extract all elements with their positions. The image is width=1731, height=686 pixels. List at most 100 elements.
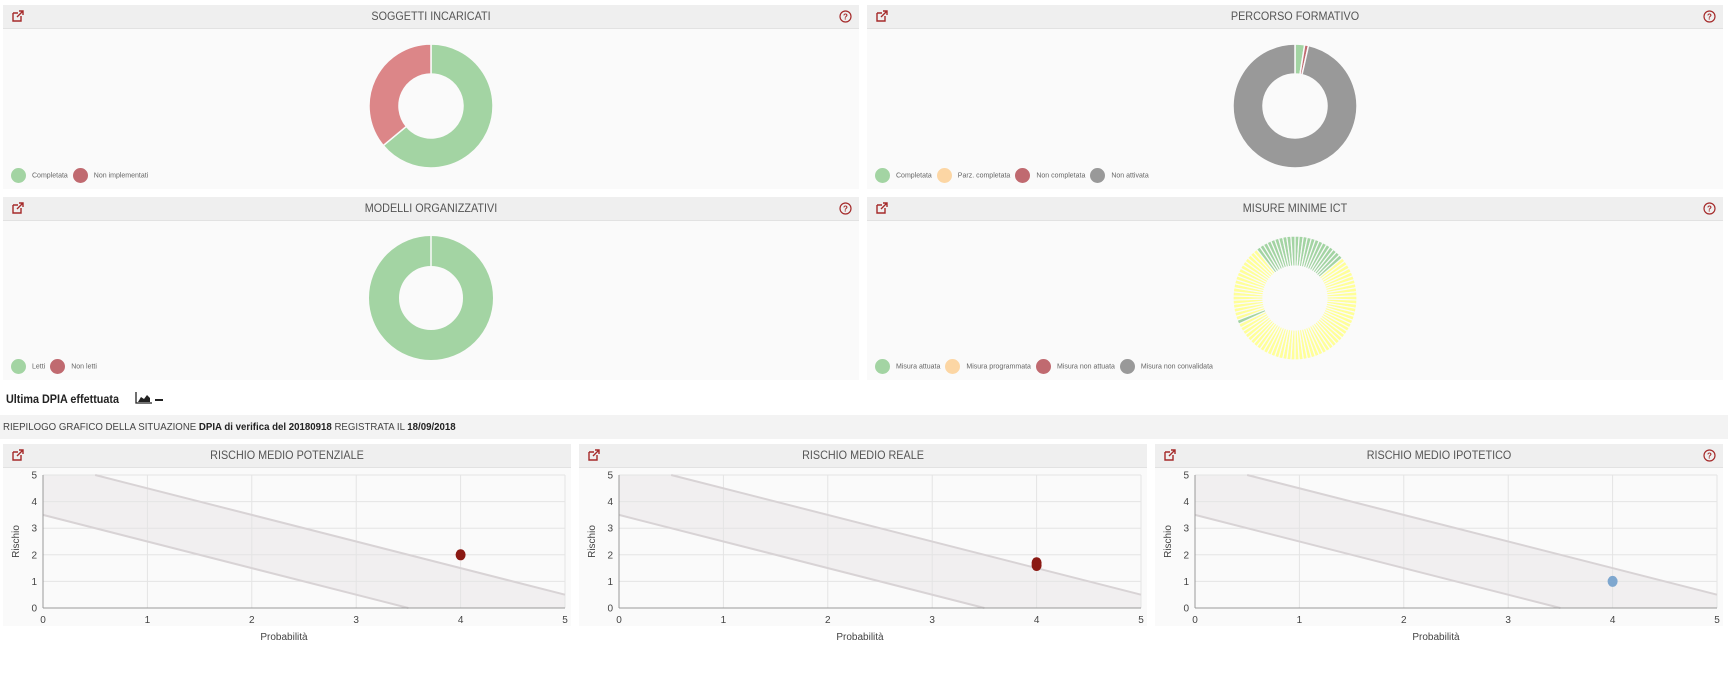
x-tick-label: 1 — [1297, 615, 1303, 626]
x-tick-label: 2 — [249, 615, 255, 626]
legend-swatch — [1090, 168, 1106, 183]
threshold-line-high — [94, 474, 566, 596]
external-link-icon[interactable] — [11, 448, 25, 462]
x-tick-label: 5 — [1714, 615, 1720, 626]
summary-mid: REGISTRATA IL — [334, 421, 405, 433]
legend-label: Non attivata — [1111, 172, 1149, 180]
donut-chart-misure — [1232, 235, 1358, 361]
panel-title: RISCHIO MEDIO IPOTETICO — [1366, 448, 1512, 462]
legend-item[interactable]: Letti — [11, 359, 45, 374]
legend-swatch — [50, 359, 66, 374]
y-tick-label: 2 — [607, 550, 613, 561]
legend-item[interactable]: Completata — [11, 168, 68, 183]
risk-band — [619, 475, 1141, 608]
x-tick-label: 4 — [1034, 615, 1040, 626]
panel-header: RISCHIO MEDIO IPOTETICO ? — [1155, 444, 1723, 468]
donut-slice — [1232, 43, 1358, 169]
legend-item[interactable]: Misura non attuata — [1035, 359, 1115, 374]
x-tick-label: 0 — [616, 615, 622, 626]
threshold-line-high — [670, 474, 1142, 596]
donut-slice — [368, 43, 432, 147]
legend-label: Non letti — [71, 363, 97, 371]
area-chart-icon[interactable] — [135, 392, 165, 404]
y-tick-label: 0 — [607, 604, 613, 615]
dpia-heading: Ultima DPIA effettuata — [6, 392, 165, 406]
scatter-chart-reale: 0 1 2 3 4 5 0 1 2 3 4 5 Probabilità Rischio — [587, 471, 1144, 644]
x-tick-label: 0 — [40, 615, 46, 626]
panel-percorso-formativo: PERCORSO FORMATIVO ? Completata Parz. com… — [867, 5, 1723, 189]
x-tick-label: 3 — [353, 615, 359, 626]
y-tick-label: 3 — [607, 524, 613, 535]
x-tick-label: 5 — [562, 615, 568, 626]
panel-title: MISURE MINIME ICT — [1242, 201, 1348, 215]
y-tick-label: 5 — [31, 471, 37, 482]
x-tick-label: 1 — [145, 615, 151, 626]
scatter-chart-potenziale: 0 1 2 3 4 5 0 1 2 3 4 5 Probabilità Rischio — [11, 471, 568, 644]
x-tick-label: 5 — [1138, 615, 1144, 626]
legend-label: Letti — [32, 363, 46, 371]
legend-label: Parz. completata — [957, 172, 1011, 180]
svg-text:?: ? — [1707, 13, 1712, 22]
panel-title: SOGGETTI INCARICATI — [371, 9, 491, 23]
chart-legend: Misura attuata Misura programmata Misura n… — [875, 359, 1218, 374]
y-tick-label: 4 — [607, 497, 613, 508]
y-tick-label: 2 — [31, 550, 37, 561]
x-tick-label: 4 — [1610, 615, 1616, 626]
panel-title: PERCORSO FORMATIVO — [1230, 9, 1360, 23]
threshold-line-low — [42, 513, 409, 609]
donut-chart-percorso — [1232, 43, 1358, 169]
y-tick-label: 3 — [1183, 524, 1189, 535]
legend-item[interactable]: Non implementati — [72, 168, 149, 183]
dpia-heading-text: Ultima DPIA effettuata — [6, 392, 120, 406]
external-link-icon[interactable] — [1163, 448, 1177, 462]
help-icon[interactable]: ? — [839, 202, 852, 215]
legend-swatch — [1015, 168, 1031, 183]
legend-label: Non implementati — [93, 172, 149, 180]
external-link-icon[interactable] — [875, 9, 889, 23]
legend-item[interactable]: Non completata — [1015, 168, 1085, 183]
external-link-icon[interactable] — [587, 448, 601, 462]
legend-item[interactable]: Non attivata — [1090, 168, 1149, 183]
x-tick-label: 0 — [1192, 615, 1198, 626]
y-axis-label: Rischio — [11, 525, 22, 558]
summary-dpia-name: DPIA di verifica del 20180918 — [198, 421, 332, 433]
legend-item[interactable]: Misura non convalidata — [1119, 359, 1213, 374]
summary-date: 18/09/2018 — [407, 421, 456, 433]
legend-swatch — [1119, 359, 1135, 374]
help-icon[interactable]: ? — [1703, 449, 1716, 462]
legend-item[interactable]: Misura programmata — [945, 359, 1031, 374]
panel-title: RISCHIO MEDIO REALE — [802, 448, 924, 462]
legend-swatch — [945, 359, 961, 374]
panel-header: RISCHIO MEDIO POTENZIALE — [3, 444, 571, 468]
y-tick-label: 0 — [1183, 604, 1189, 615]
external-link-icon[interactable] — [11, 201, 25, 215]
help-icon[interactable]: ? — [1703, 10, 1716, 23]
legend-swatch — [72, 168, 88, 183]
external-link-icon[interactable] — [11, 9, 25, 23]
panel-soggetti-incaricati: SOGGETTI INCARICATI ? Completata Non impl… — [3, 5, 859, 189]
external-link-icon[interactable] — [875, 201, 889, 215]
y-tick-label: 4 — [1183, 497, 1189, 508]
legend-label: Completata — [896, 172, 932, 180]
legend-item[interactable]: Completata — [875, 168, 932, 183]
legend-label: Misura non convalidata — [1140, 363, 1213, 371]
threshold-line-low — [618, 513, 985, 609]
x-tick-label: 2 — [825, 615, 831, 626]
legend-item[interactable]: Misura attuata — [875, 359, 940, 374]
y-axis-label: Rischio — [1163, 525, 1174, 558]
svg-text:?: ? — [843, 205, 848, 214]
donut-segment — [1290, 235, 1296, 267]
y-tick-label: 1 — [1183, 577, 1189, 588]
legend-item[interactable]: Parz. completata — [936, 168, 1011, 183]
help-icon[interactable]: ? — [839, 10, 852, 23]
y-tick-label: 4 — [31, 497, 37, 508]
legend-item[interactable]: Non letti — [50, 359, 97, 374]
x-tick-label: 1 — [721, 615, 727, 626]
y-axis-label: Rischio — [587, 525, 598, 558]
help-icon[interactable]: ? — [1703, 202, 1716, 215]
legend-swatch — [875, 359, 890, 374]
panel-title: MODELLI ORGANIZZATIVI — [364, 201, 498, 215]
legend-swatch — [875, 168, 890, 183]
panel-title: RISCHIO MEDIO POTENZIALE — [210, 448, 364, 462]
x-tick-label: 4 — [458, 615, 464, 626]
